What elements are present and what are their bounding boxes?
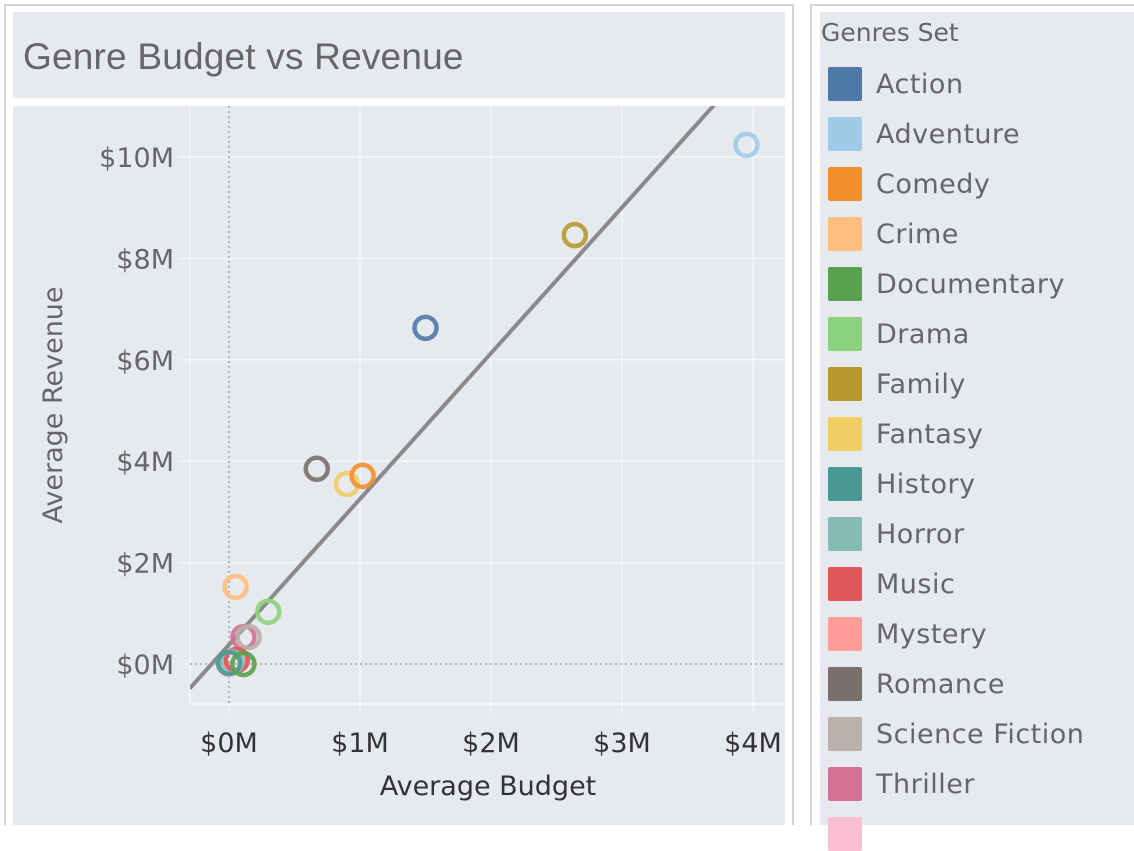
trend-line-group [190, 106, 716, 690]
x-tick-label: $3M [593, 728, 651, 759]
data-point-documentary [230, 650, 257, 678]
data-point-history [215, 649, 243, 677]
y-tick-label: $10M [99, 143, 174, 174]
y-tick-label: $6M [116, 346, 174, 377]
data-point-action [412, 314, 439, 342]
legend-label: Action [876, 68, 964, 100]
legend-item[interactable]: Family [828, 367, 966, 401]
scatter-plot: $0M $1M $2M $3M $4M $0M $2M $4M $6M $8M $10M Aver… [38, 106, 785, 802]
data-point-comedy [349, 462, 376, 490]
legend-swatch [828, 717, 862, 751]
legend-swatch [828, 467, 862, 501]
legend-item[interactable]: Music [828, 567, 955, 601]
legend-item[interactable]: Romance [828, 667, 1005, 701]
legend-label: Horror [876, 518, 965, 550]
legend-label: History [876, 468, 976, 500]
legend-swatch [828, 67, 862, 101]
legend-swatch [828, 317, 862, 351]
legend-item[interactable]: Drama [828, 317, 970, 351]
legend-label: Family [876, 368, 966, 400]
legend-item[interactable]: Mystery [828, 617, 987, 651]
x-tick-label: $4M [724, 728, 782, 759]
legend-swatch [828, 667, 862, 701]
legend-swatch [828, 517, 862, 551]
legend-title: Genres Set [821, 18, 959, 47]
legend-swatch [828, 217, 862, 251]
data-point-family [561, 221, 589, 249]
y-axis-ticks: $0M $2M $4M $6M $8M $10M [99, 143, 190, 681]
legend-item[interactable]: Documentary [828, 267, 1065, 301]
legend-item[interactable]: Science Fiction [828, 717, 1084, 751]
x-axis-label: Average Budget [380, 771, 597, 802]
data-point-drama [255, 598, 282, 626]
legend-swatch [828, 617, 862, 651]
x-tick-label: $2M [462, 728, 520, 759]
legend-label: Fantasy [876, 418, 984, 450]
legend-item[interactable] [828, 817, 876, 851]
x-tick-label: $0M [200, 728, 258, 759]
legend-swatch [828, 767, 862, 801]
data-point-romance [303, 455, 331, 483]
legend-swatch [828, 567, 862, 601]
y-tick-label: $0M [116, 650, 174, 681]
legend-item[interactable]: Thriller [828, 767, 975, 801]
legend-item[interactable]: Fantasy [828, 417, 983, 451]
data-points [215, 131, 760, 678]
legend-label: Thriller [876, 768, 975, 800]
legend-item[interactable]: Horror [828, 517, 965, 551]
trend-line [190, 106, 716, 690]
legend-item[interactable]: History [828, 467, 976, 501]
legend-swatch [828, 367, 862, 401]
y-axis-label: Average Revenue [38, 286, 69, 523]
y-tick-label: $8M [116, 244, 174, 275]
plot-area [13, 106, 785, 825]
legend-swatch [828, 817, 862, 851]
zero-reference-lines [190, 106, 785, 704]
data-point-adventure [733, 131, 760, 159]
legend-label: Adventure [876, 118, 1021, 150]
legend-item[interactable]: Adventure [828, 117, 1020, 151]
gridlines [189, 106, 785, 705]
legend-swatch [828, 267, 862, 301]
legend-panel [820, 12, 1134, 825]
legend-label: Comedy [876, 168, 991, 200]
legend-label: Crime [876, 218, 959, 250]
legend-item[interactable]: Action [828, 67, 964, 101]
data-point-science-fiction [235, 623, 262, 651]
legend-swatch [828, 417, 862, 451]
legend-swatch [828, 167, 862, 201]
x-tick-label: $1M [331, 728, 389, 759]
legend-label: Music [876, 568, 956, 600]
title-bar: Genre Budget vs Revenue [13, 12, 785, 98]
y-tick-label: $2M [116, 549, 174, 580]
y-tick-label: $4M [116, 447, 174, 478]
legend-label: Documentary [876, 268, 1066, 300]
legend-label: Science Fiction [876, 718, 1085, 750]
legend-label: Mystery [876, 618, 988, 650]
x-axis-ticks: $0M $1M $2M $3M $4M [200, 704, 782, 759]
legend-label: Drama [876, 318, 970, 350]
legend-item[interactable]: Comedy [828, 167, 990, 201]
legend-item[interactable]: Crime [828, 217, 959, 251]
legend-swatch [828, 117, 862, 151]
data-point-crime [222, 573, 249, 601]
chart-title: Genre Budget vs Revenue [23, 36, 464, 77]
legend-label: Romance [876, 668, 1005, 700]
